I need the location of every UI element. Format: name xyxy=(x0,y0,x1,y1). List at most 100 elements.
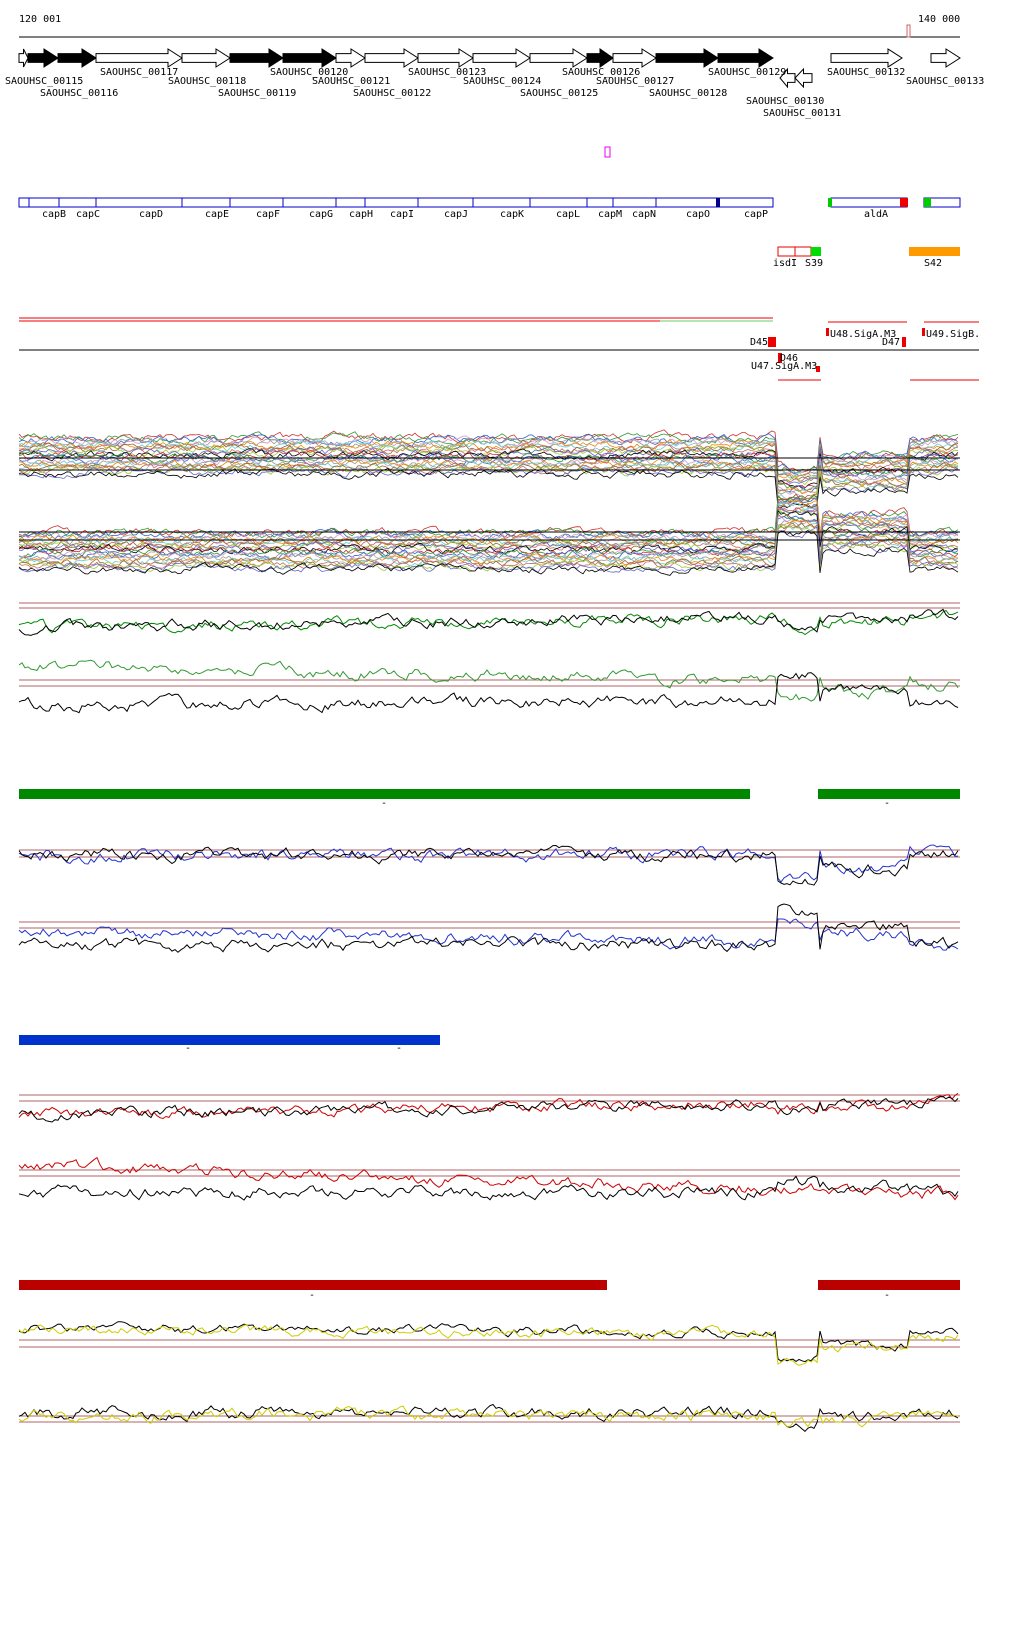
gene-arrow xyxy=(612,48,657,68)
feature-box xyxy=(909,247,960,256)
expression-trace xyxy=(18,468,959,509)
gene-label: SAOUHSC_00125 xyxy=(520,88,598,99)
ruler-end: 140 000 xyxy=(918,14,960,25)
gene-label: SAOUHSC_00116 xyxy=(40,88,118,99)
expression-trace xyxy=(18,439,959,479)
marker xyxy=(604,146,611,158)
expression-trace xyxy=(18,918,959,951)
expression-trace xyxy=(18,519,959,564)
site-label: U48.SigA.M3 xyxy=(830,329,896,340)
gene-arrow xyxy=(472,48,531,68)
gene-arrow xyxy=(95,48,183,68)
expression-trace xyxy=(18,1096,959,1123)
cds-box xyxy=(18,197,774,208)
cds-label: capP xyxy=(744,209,768,220)
segment-bar xyxy=(19,1280,607,1290)
expression-trace xyxy=(18,501,959,544)
cds-label: capN xyxy=(632,209,656,220)
expression-trace xyxy=(18,443,959,483)
gene-arrow xyxy=(335,48,366,68)
segment-mark: - xyxy=(884,1290,890,1301)
site-mark xyxy=(778,353,782,363)
cds-label: capI xyxy=(390,209,414,220)
gene-label: SAOUHSC_00123 xyxy=(408,67,486,78)
gene-label: SAOUHSC_00131 xyxy=(763,108,841,119)
gene-label: SAOUHSC_00119 xyxy=(218,88,296,99)
segment-mark: - xyxy=(309,1290,315,1301)
site-label: D47 xyxy=(882,337,900,348)
cursor xyxy=(906,24,911,38)
segment-bar xyxy=(19,1035,440,1045)
gene-label: SAOUHSC_00118 xyxy=(168,76,246,87)
gene-label: SAOUHSC_00126 xyxy=(562,67,640,78)
cds-label: capG xyxy=(309,209,333,220)
segment-mark: - xyxy=(185,1043,191,1054)
segment-mark: - xyxy=(381,798,387,809)
ruler-start: 120 001 xyxy=(19,14,61,25)
feature-box xyxy=(811,247,821,256)
expression-trace xyxy=(18,608,959,636)
expression-trace xyxy=(18,1321,959,1363)
cds-label: capL xyxy=(556,209,580,220)
expression-trace xyxy=(18,456,959,499)
site-mark xyxy=(922,328,925,336)
gene-label: SAOUHSC_00127 xyxy=(596,76,674,87)
expression-trace xyxy=(18,903,959,953)
cds-label: capE xyxy=(205,209,229,220)
gene-arrow xyxy=(779,67,796,89)
expression-trace xyxy=(18,672,959,714)
expression-trace xyxy=(18,844,959,883)
site-mark xyxy=(902,337,906,347)
site-label: U49.SigB. xyxy=(926,329,980,340)
gene-label: SAOUHSC_00128 xyxy=(649,88,727,99)
gene-arrow xyxy=(282,48,337,68)
gene-label: SAOUHSC_00130 xyxy=(746,96,824,107)
expression-trace xyxy=(18,500,959,546)
site-label: U47.SigA.M3 xyxy=(751,361,817,372)
expression-trace xyxy=(19,457,959,495)
expression-trace xyxy=(18,449,959,490)
gene-arrow xyxy=(529,48,588,68)
cds-label: capD xyxy=(139,209,163,220)
gene-arrow xyxy=(18,48,29,68)
expression-trace xyxy=(18,515,959,561)
gene-arrow xyxy=(181,48,231,68)
expression-trace xyxy=(18,508,959,555)
feature-label: S42 xyxy=(924,258,942,269)
expression-trace xyxy=(18,1092,959,1120)
cds-mark xyxy=(900,198,908,207)
expression-trace xyxy=(18,448,959,489)
cds-label: capF xyxy=(256,209,280,220)
expression-trace xyxy=(18,440,959,480)
gene-arrow xyxy=(717,48,774,68)
gene-arrow xyxy=(930,48,961,68)
gene-label: SAOUHSC_00120 xyxy=(270,67,348,78)
gene-label: SAOUHSC_00132 xyxy=(827,67,905,78)
gene-arrow xyxy=(830,48,903,68)
expression-trace xyxy=(18,659,959,702)
gene-arrow xyxy=(655,48,719,68)
gene-arrow xyxy=(57,48,97,68)
expression-trace xyxy=(18,609,959,636)
expression-trace xyxy=(18,461,959,501)
gene-label: SAOUHSC_00129 xyxy=(708,67,786,78)
expression-trace xyxy=(18,513,959,559)
expression-trace xyxy=(18,1324,959,1366)
cds-label: capK xyxy=(500,209,524,220)
site-mark xyxy=(768,337,776,347)
expression-trace xyxy=(18,844,959,886)
gene-label: SAOUHSC_00122 xyxy=(353,88,431,99)
cds-label: capM xyxy=(598,209,622,220)
cds-mark xyxy=(924,198,931,207)
cds-label: capO xyxy=(686,209,710,220)
segment-bar xyxy=(818,789,960,799)
site-mark xyxy=(826,328,829,336)
cds-label: capJ xyxy=(444,209,468,220)
segment-mark: - xyxy=(884,798,890,809)
site-mark xyxy=(816,366,820,372)
gene-arrow xyxy=(229,48,284,68)
gene-label: SAOUHSC_00124 xyxy=(463,76,541,87)
gene-label: SAOUHSC_00117 xyxy=(100,67,178,78)
cds-label: capH xyxy=(349,209,373,220)
gene-arrow xyxy=(417,48,474,68)
